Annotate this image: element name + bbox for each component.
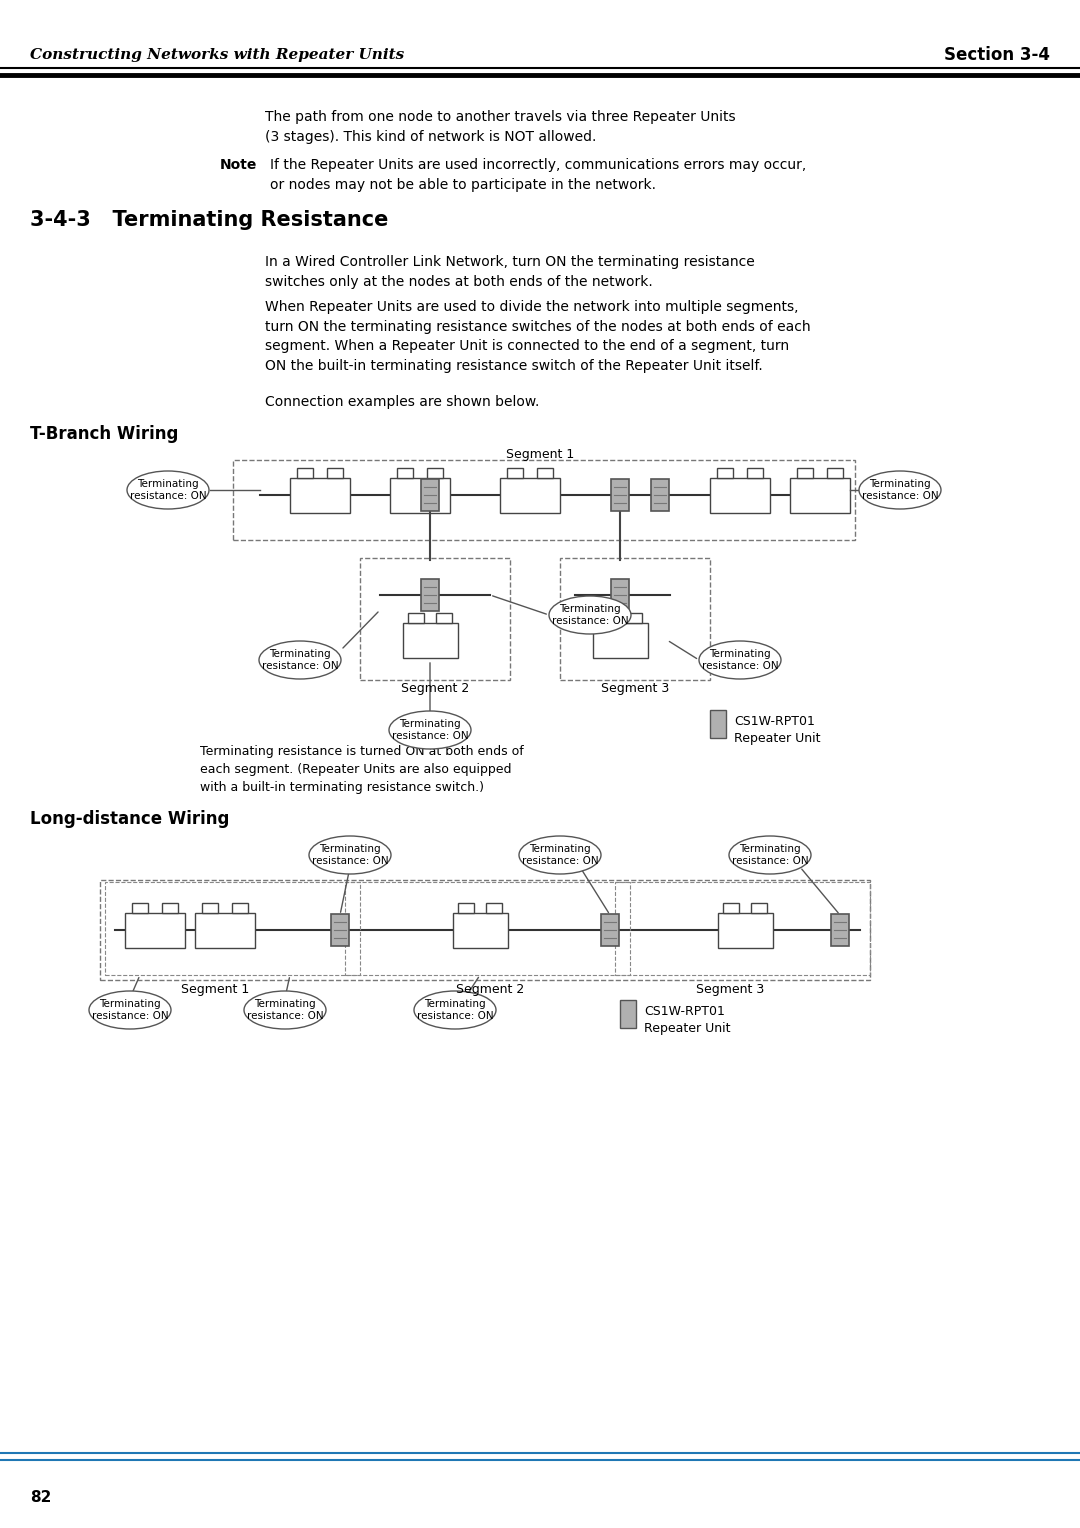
Text: 82: 82: [30, 1490, 52, 1505]
Bar: [100, 880, 870, 979]
Text: Terminating
resistance: ON: Terminating resistance: ON: [731, 843, 808, 866]
Bar: [195, 912, 255, 947]
Bar: [202, 903, 218, 912]
Text: CS1W-RPT01
Repeater Unit: CS1W-RPT01 Repeater Unit: [644, 1005, 730, 1034]
Bar: [403, 622, 458, 657]
Text: Terminating
resistance: ON: Terminating resistance: ON: [246, 999, 323, 1021]
Text: Terminating
resistance: ON: Terminating resistance: ON: [417, 999, 494, 1021]
Ellipse shape: [729, 836, 811, 874]
Text: Segment 3: Segment 3: [600, 681, 670, 695]
Bar: [747, 468, 762, 478]
Bar: [537, 468, 553, 478]
Bar: [297, 468, 313, 478]
Text: Terminating
resistance: ON: Terminating resistance: ON: [552, 604, 629, 626]
Text: Segment 2: Segment 2: [456, 983, 524, 996]
Bar: [598, 613, 615, 622]
Bar: [717, 468, 733, 478]
Bar: [132, 903, 148, 912]
Text: Section 3-4: Section 3-4: [944, 46, 1050, 64]
Bar: [615, 882, 870, 975]
Bar: [593, 622, 648, 657]
Text: Segment 1: Segment 1: [180, 983, 249, 996]
Bar: [831, 914, 849, 946]
Text: When Repeater Units are used to divide the network into multiple segments,
turn : When Repeater Units are used to divide t…: [265, 299, 811, 373]
Ellipse shape: [259, 642, 341, 678]
Bar: [421, 579, 438, 611]
Bar: [625, 613, 642, 622]
Bar: [345, 882, 630, 975]
Text: Terminating
resistance: ON: Terminating resistance: ON: [702, 649, 779, 671]
Bar: [717, 912, 772, 947]
Bar: [125, 912, 185, 947]
Text: Terminating
resistance: ON: Terminating resistance: ON: [92, 999, 168, 1021]
Bar: [651, 478, 669, 510]
Text: Terminating
resistance: ON: Terminating resistance: ON: [522, 843, 598, 866]
Bar: [827, 468, 843, 478]
Bar: [327, 468, 343, 478]
Ellipse shape: [519, 836, 600, 874]
Bar: [561, 558, 710, 680]
Bar: [435, 613, 451, 622]
Text: In a Wired Controller Link Network, turn ON the terminating resistance
switches : In a Wired Controller Link Network, turn…: [265, 255, 755, 289]
Bar: [724, 903, 739, 912]
Bar: [360, 558, 510, 680]
Text: Long-distance Wiring: Long-distance Wiring: [30, 810, 229, 828]
Text: Terminating
resistance: ON: Terminating resistance: ON: [261, 649, 338, 671]
Text: Segment 2: Segment 2: [401, 681, 469, 695]
Bar: [397, 468, 413, 478]
Ellipse shape: [549, 596, 631, 634]
Text: Constructing Networks with Repeater Units: Constructing Networks with Repeater Unit…: [30, 47, 404, 63]
Bar: [486, 903, 502, 912]
Ellipse shape: [414, 992, 496, 1028]
Ellipse shape: [309, 836, 391, 874]
Bar: [291, 478, 350, 512]
Ellipse shape: [699, 642, 781, 678]
Bar: [611, 478, 629, 510]
Text: Terminating resistance is turned ON at both ends of
each segment. (Repeater Unit: Terminating resistance is turned ON at b…: [200, 746, 524, 795]
Text: The path from one node to another travels via three Repeater Units
(3 stages). T: The path from one node to another travel…: [265, 110, 735, 144]
Text: Segment 1: Segment 1: [505, 448, 575, 461]
Bar: [500, 478, 561, 512]
Text: Segment 3: Segment 3: [696, 983, 765, 996]
Text: Note: Note: [220, 157, 257, 173]
Text: CS1W-RPT01
Repeater Unit: CS1W-RPT01 Repeater Unit: [734, 715, 821, 746]
Text: Terminating
resistance: ON: Terminating resistance: ON: [130, 478, 206, 501]
Text: 3-4-3   Terminating Resistance: 3-4-3 Terminating Resistance: [30, 209, 389, 231]
Bar: [232, 903, 248, 912]
Bar: [233, 460, 855, 539]
Bar: [458, 903, 474, 912]
Bar: [507, 468, 523, 478]
Bar: [620, 999, 636, 1028]
Ellipse shape: [244, 992, 326, 1028]
Bar: [330, 914, 349, 946]
Bar: [427, 468, 443, 478]
Text: Connection examples are shown below.: Connection examples are shown below.: [265, 396, 539, 410]
Text: T-Branch Wiring: T-Branch Wiring: [30, 425, 178, 443]
Bar: [600, 914, 619, 946]
Bar: [789, 478, 850, 512]
Text: If the Repeater Units are used incorrectly, communications errors may occur,
or : If the Repeater Units are used incorrect…: [270, 157, 807, 191]
Ellipse shape: [89, 992, 171, 1028]
Bar: [453, 912, 508, 947]
Bar: [390, 478, 450, 512]
Bar: [611, 579, 629, 611]
Bar: [162, 903, 178, 912]
Ellipse shape: [127, 471, 210, 509]
Bar: [408, 613, 424, 622]
Bar: [710, 478, 770, 512]
Ellipse shape: [859, 471, 941, 509]
Text: Terminating
resistance: ON: Terminating resistance: ON: [312, 843, 389, 866]
Bar: [421, 478, 438, 510]
Bar: [751, 903, 767, 912]
Ellipse shape: [389, 711, 471, 749]
Bar: [105, 882, 360, 975]
Bar: [797, 468, 813, 478]
Text: Terminating
resistance: ON: Terminating resistance: ON: [392, 718, 469, 741]
Text: Terminating
resistance: ON: Terminating resistance: ON: [862, 478, 939, 501]
Bar: [710, 711, 726, 738]
